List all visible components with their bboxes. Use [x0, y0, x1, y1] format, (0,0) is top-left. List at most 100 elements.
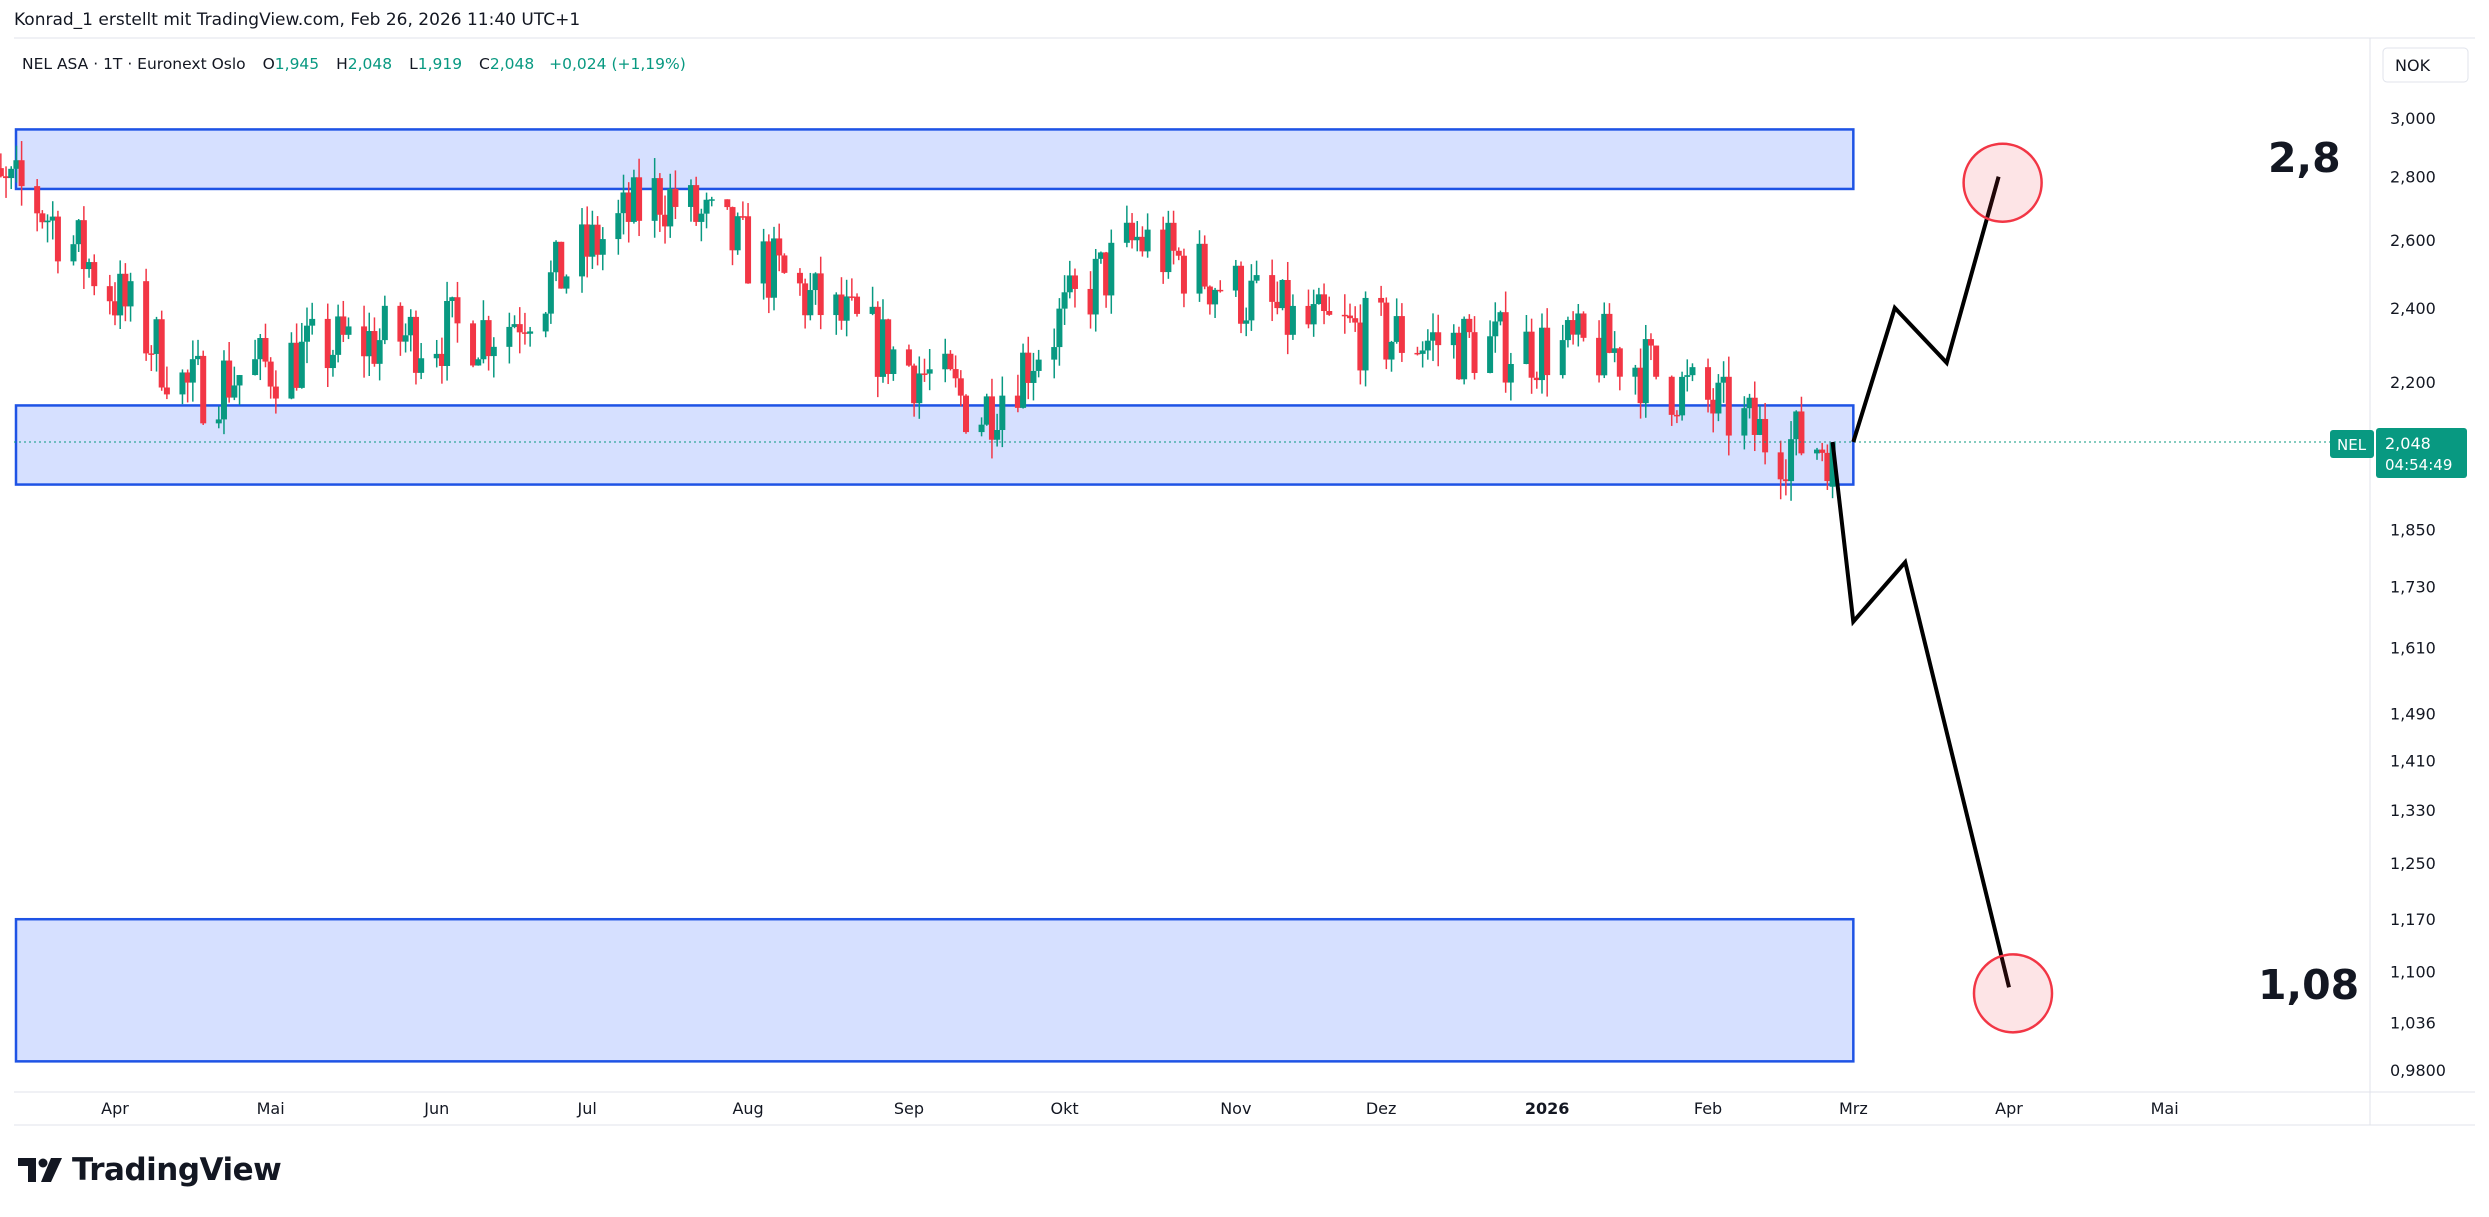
candle-body — [433, 353, 440, 359]
candle-body — [1819, 449, 1826, 453]
currency-label: NOK — [2395, 56, 2431, 75]
candle-body — [1689, 367, 1696, 376]
candle-body — [335, 316, 342, 355]
candle-body — [687, 185, 694, 207]
candle-body — [143, 281, 150, 354]
time-axis[interactable]: Apr Mai Jun Jul Aug Sep Okt Nov Dez 2026 Feb Mrz Apr… — [101, 1099, 2179, 1118]
candle-body — [1206, 286, 1213, 305]
candle-body — [303, 325, 310, 342]
candle-body — [1762, 418, 1769, 453]
candle-body — [195, 355, 202, 360]
candle-body — [475, 359, 482, 366]
price-tick-label: 1,170 — [2390, 910, 2436, 929]
target-circle[interactable] — [1972, 953, 2054, 1034]
legend-high-label: H — [336, 55, 348, 73]
tradingview-logo[interactable]: TradingView — [18, 1152, 282, 1188]
support-zone[interactable] — [14, 404, 1855, 486]
candle-body — [656, 178, 663, 215]
time-tick-label: Jun — [423, 1099, 449, 1118]
candle-body — [1642, 339, 1649, 404]
projection-up-line[interactable] — [1851, 176, 2001, 443]
legend-open-label: O — [263, 55, 275, 73]
candle-body — [1346, 315, 1353, 319]
legend-low-label: L — [409, 55, 418, 73]
candle-body — [698, 213, 705, 222]
candle-body — [625, 192, 632, 222]
candle-body — [511, 324, 518, 327]
resistance-zone[interactable] — [14, 128, 1855, 191]
candle-body — [553, 241, 560, 273]
candle-body — [293, 342, 300, 388]
candle-body — [122, 273, 129, 307]
candle-body — [1025, 352, 1032, 383]
candle-body — [521, 332, 528, 334]
candle-body — [1326, 311, 1333, 315]
price-tick-label: 1,100 — [2390, 963, 2436, 982]
candle-body — [807, 290, 814, 316]
currency-box[interactable] — [2382, 47, 2469, 83]
candle-body — [444, 301, 451, 366]
tradingview-logo-text: TradingView — [72, 1152, 282, 1188]
target-circle[interactable] — [1962, 142, 2043, 223]
candle-body — [1647, 339, 1654, 346]
candle-body — [418, 358, 425, 373]
target-zone[interactable] — [14, 917, 1855, 1063]
candle-body — [267, 361, 274, 387]
time-tick-label: 2026 — [1525, 1099, 1570, 1118]
candle-body — [947, 353, 954, 370]
candle-body — [978, 424, 985, 433]
tradingview-logo-icon — [18, 1158, 62, 1182]
targets-layer — [1962, 142, 2054, 1034]
candle-body — [1538, 327, 1545, 381]
candle-body — [1352, 318, 1359, 323]
candle-body — [1424, 340, 1431, 351]
candle-body — [1123, 222, 1130, 243]
price-tick-label: 1,410 — [2390, 751, 2436, 770]
attribution-text: Konrad_1 erstellt mit TradingView.com, F… — [14, 10, 581, 30]
candle-body — [298, 341, 305, 388]
candle-body — [802, 283, 809, 316]
candle-body — [729, 207, 736, 251]
price-tick-label: 1,610 — [2390, 639, 2436, 658]
target-up-label[interactable]: 2,8 — [2268, 134, 2341, 182]
price-axis[interactable]: 3,000 2,800 2,600 2,400 2,200 1,850 1,730 1,610… — [2390, 109, 2446, 1080]
candle-body — [179, 372, 186, 395]
candle-body — [999, 395, 1006, 431]
candle-body — [1782, 479, 1789, 482]
price-tick-label: 0,9800 — [2390, 1061, 2446, 1080]
candle-body — [838, 294, 845, 321]
candle-body — [1684, 375, 1691, 377]
candle-body — [890, 349, 897, 374]
candle-body — [470, 323, 477, 366]
candle-body — [994, 430, 1001, 440]
candle-body — [44, 220, 51, 223]
candle-body — [1341, 314, 1348, 317]
candle-body — [324, 318, 331, 369]
candle-body — [1544, 327, 1551, 376]
price-tag — [2376, 428, 2467, 478]
candle-body — [412, 316, 419, 373]
candle-body — [376, 340, 383, 364]
candle-body — [599, 239, 606, 255]
candle-body — [662, 214, 669, 227]
legend-symbol[interactable]: NEL ASA · 1T · Euronext Oslo — [22, 55, 246, 73]
candle-body — [54, 216, 61, 262]
candle-body — [1212, 289, 1219, 305]
target-down-label[interactable]: 1,08 — [2258, 961, 2359, 1009]
candle-body — [49, 216, 56, 221]
candle-body — [1601, 313, 1608, 376]
candle-body — [117, 273, 124, 316]
candle-body — [345, 326, 352, 335]
candle-body — [1492, 321, 1499, 337]
candle-body — [381, 305, 388, 341]
candle-body — [148, 353, 155, 355]
price-tag-value: 2,048 — [2385, 434, 2431, 453]
candles-layer — [0, 141, 1836, 501]
time-tick-label: Okt — [1051, 1099, 1079, 1118]
price-tick-label: 3,000 — [2390, 109, 2436, 128]
projection-down-line[interactable] — [1830, 441, 2011, 988]
legend-low-value: 1,919 — [418, 55, 462, 73]
candle-body — [630, 177, 637, 222]
symbol-tag — [2330, 430, 2374, 458]
